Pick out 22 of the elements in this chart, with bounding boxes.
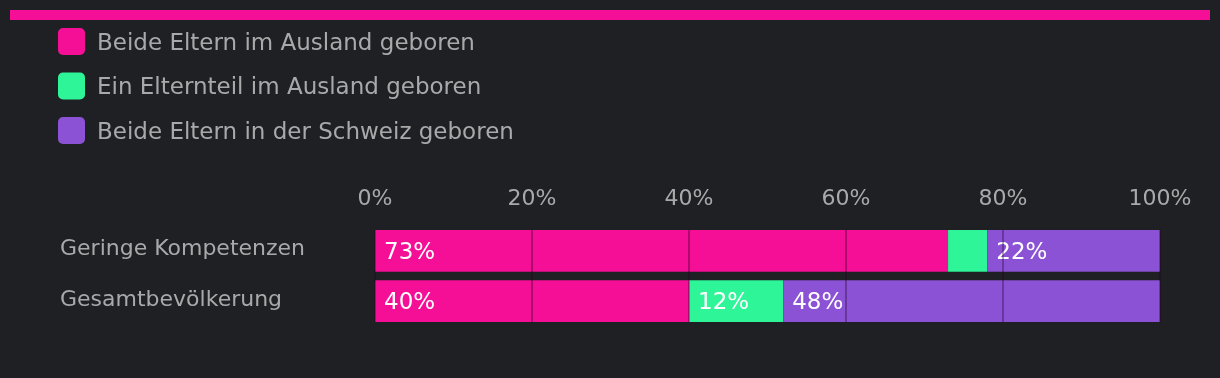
x-tick-label: 100% [1128,184,1192,210]
x-tick-label: 40% [664,184,714,210]
legend-label: Ein Elternteil im Ausland geboren [97,73,482,99]
data-label: 73% [384,237,436,264]
data-label: 12% [698,288,750,315]
bar [375,230,949,272]
legend-label: Beide Eltern im Ausland geboren [97,28,475,55]
bar [987,230,1160,272]
bar [375,280,689,322]
data-label: 22% [996,237,1048,264]
data-label: 48% [792,288,844,315]
bar [948,230,988,272]
x-tick-label: 20% [507,184,557,210]
legend-label: Beide Eltern in der Schweiz geboren [97,117,514,144]
bar [783,280,1160,322]
x-tick-label: 60% [821,184,871,210]
y-tick-label: Geringe Kompetenzen [60,235,306,261]
data-label: 40% [384,288,436,315]
bar [689,280,784,322]
x-tick-label: 80% [978,184,1028,210]
y-tick-label: Gesamtbevölkerung [60,285,283,311]
x-tick-label: 0% [357,184,393,210]
